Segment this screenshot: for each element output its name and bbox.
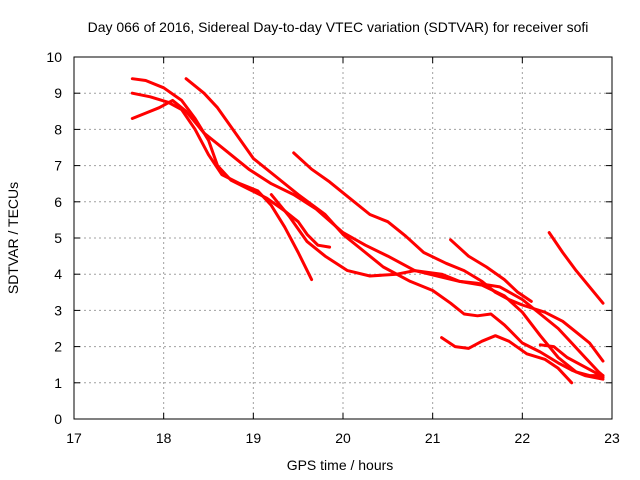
x-axis-label: GPS time / hours bbox=[287, 457, 394, 473]
y-tick-label: 9 bbox=[54, 85, 62, 101]
y-tick-label: 2 bbox=[54, 339, 62, 355]
x-tick-label: 23 bbox=[604, 430, 620, 446]
y-tick-labels: 0 1 2 3 4 5 6 7 8 9 10 bbox=[46, 49, 62, 427]
y-tick-label: 3 bbox=[54, 302, 62, 318]
series-line-track-1 bbox=[130, 77, 332, 249]
series-line-track-6 bbox=[269, 193, 605, 378]
x-tick-label: 18 bbox=[156, 430, 172, 446]
x-tick-label: 20 bbox=[335, 430, 351, 446]
x-tick-label: 17 bbox=[66, 430, 82, 446]
y-axis-label: SDTVAR / TECUs bbox=[5, 182, 21, 294]
y-tick-label: 0 bbox=[54, 411, 62, 427]
series-line-track-4 bbox=[184, 77, 605, 381]
plot-frame bbox=[73, 56, 613, 420]
y-tick-label: 6 bbox=[54, 194, 62, 210]
series-line-track-2 bbox=[130, 91, 314, 282]
grid-lines bbox=[74, 57, 612, 419]
x-tick-labels: 17 18 19 20 21 22 23 bbox=[66, 430, 620, 446]
series-line-track-10 bbox=[538, 343, 605, 379]
series-line-track-8 bbox=[449, 238, 533, 303]
series-line-track-9 bbox=[547, 231, 605, 305]
series-line-track-3 bbox=[130, 98, 605, 378]
x-tick-label: 19 bbox=[246, 430, 262, 446]
x-tick-label: 22 bbox=[515, 430, 531, 446]
series-line-track-7 bbox=[440, 334, 574, 385]
y-tick-label: 4 bbox=[54, 266, 62, 282]
y-tick-label: 10 bbox=[46, 49, 62, 65]
chart-title: Day 066 of 2016, Sidereal Day-to-day VTE… bbox=[88, 19, 589, 35]
y-tick-label: 8 bbox=[54, 121, 62, 137]
y-tick-label: 5 bbox=[54, 230, 62, 246]
x-tick-label: 21 bbox=[425, 430, 441, 446]
series-line-track-5 bbox=[292, 151, 605, 363]
data-series bbox=[130, 77, 605, 385]
y-tick-label: 1 bbox=[54, 375, 62, 391]
y-tick-label: 7 bbox=[54, 158, 62, 174]
